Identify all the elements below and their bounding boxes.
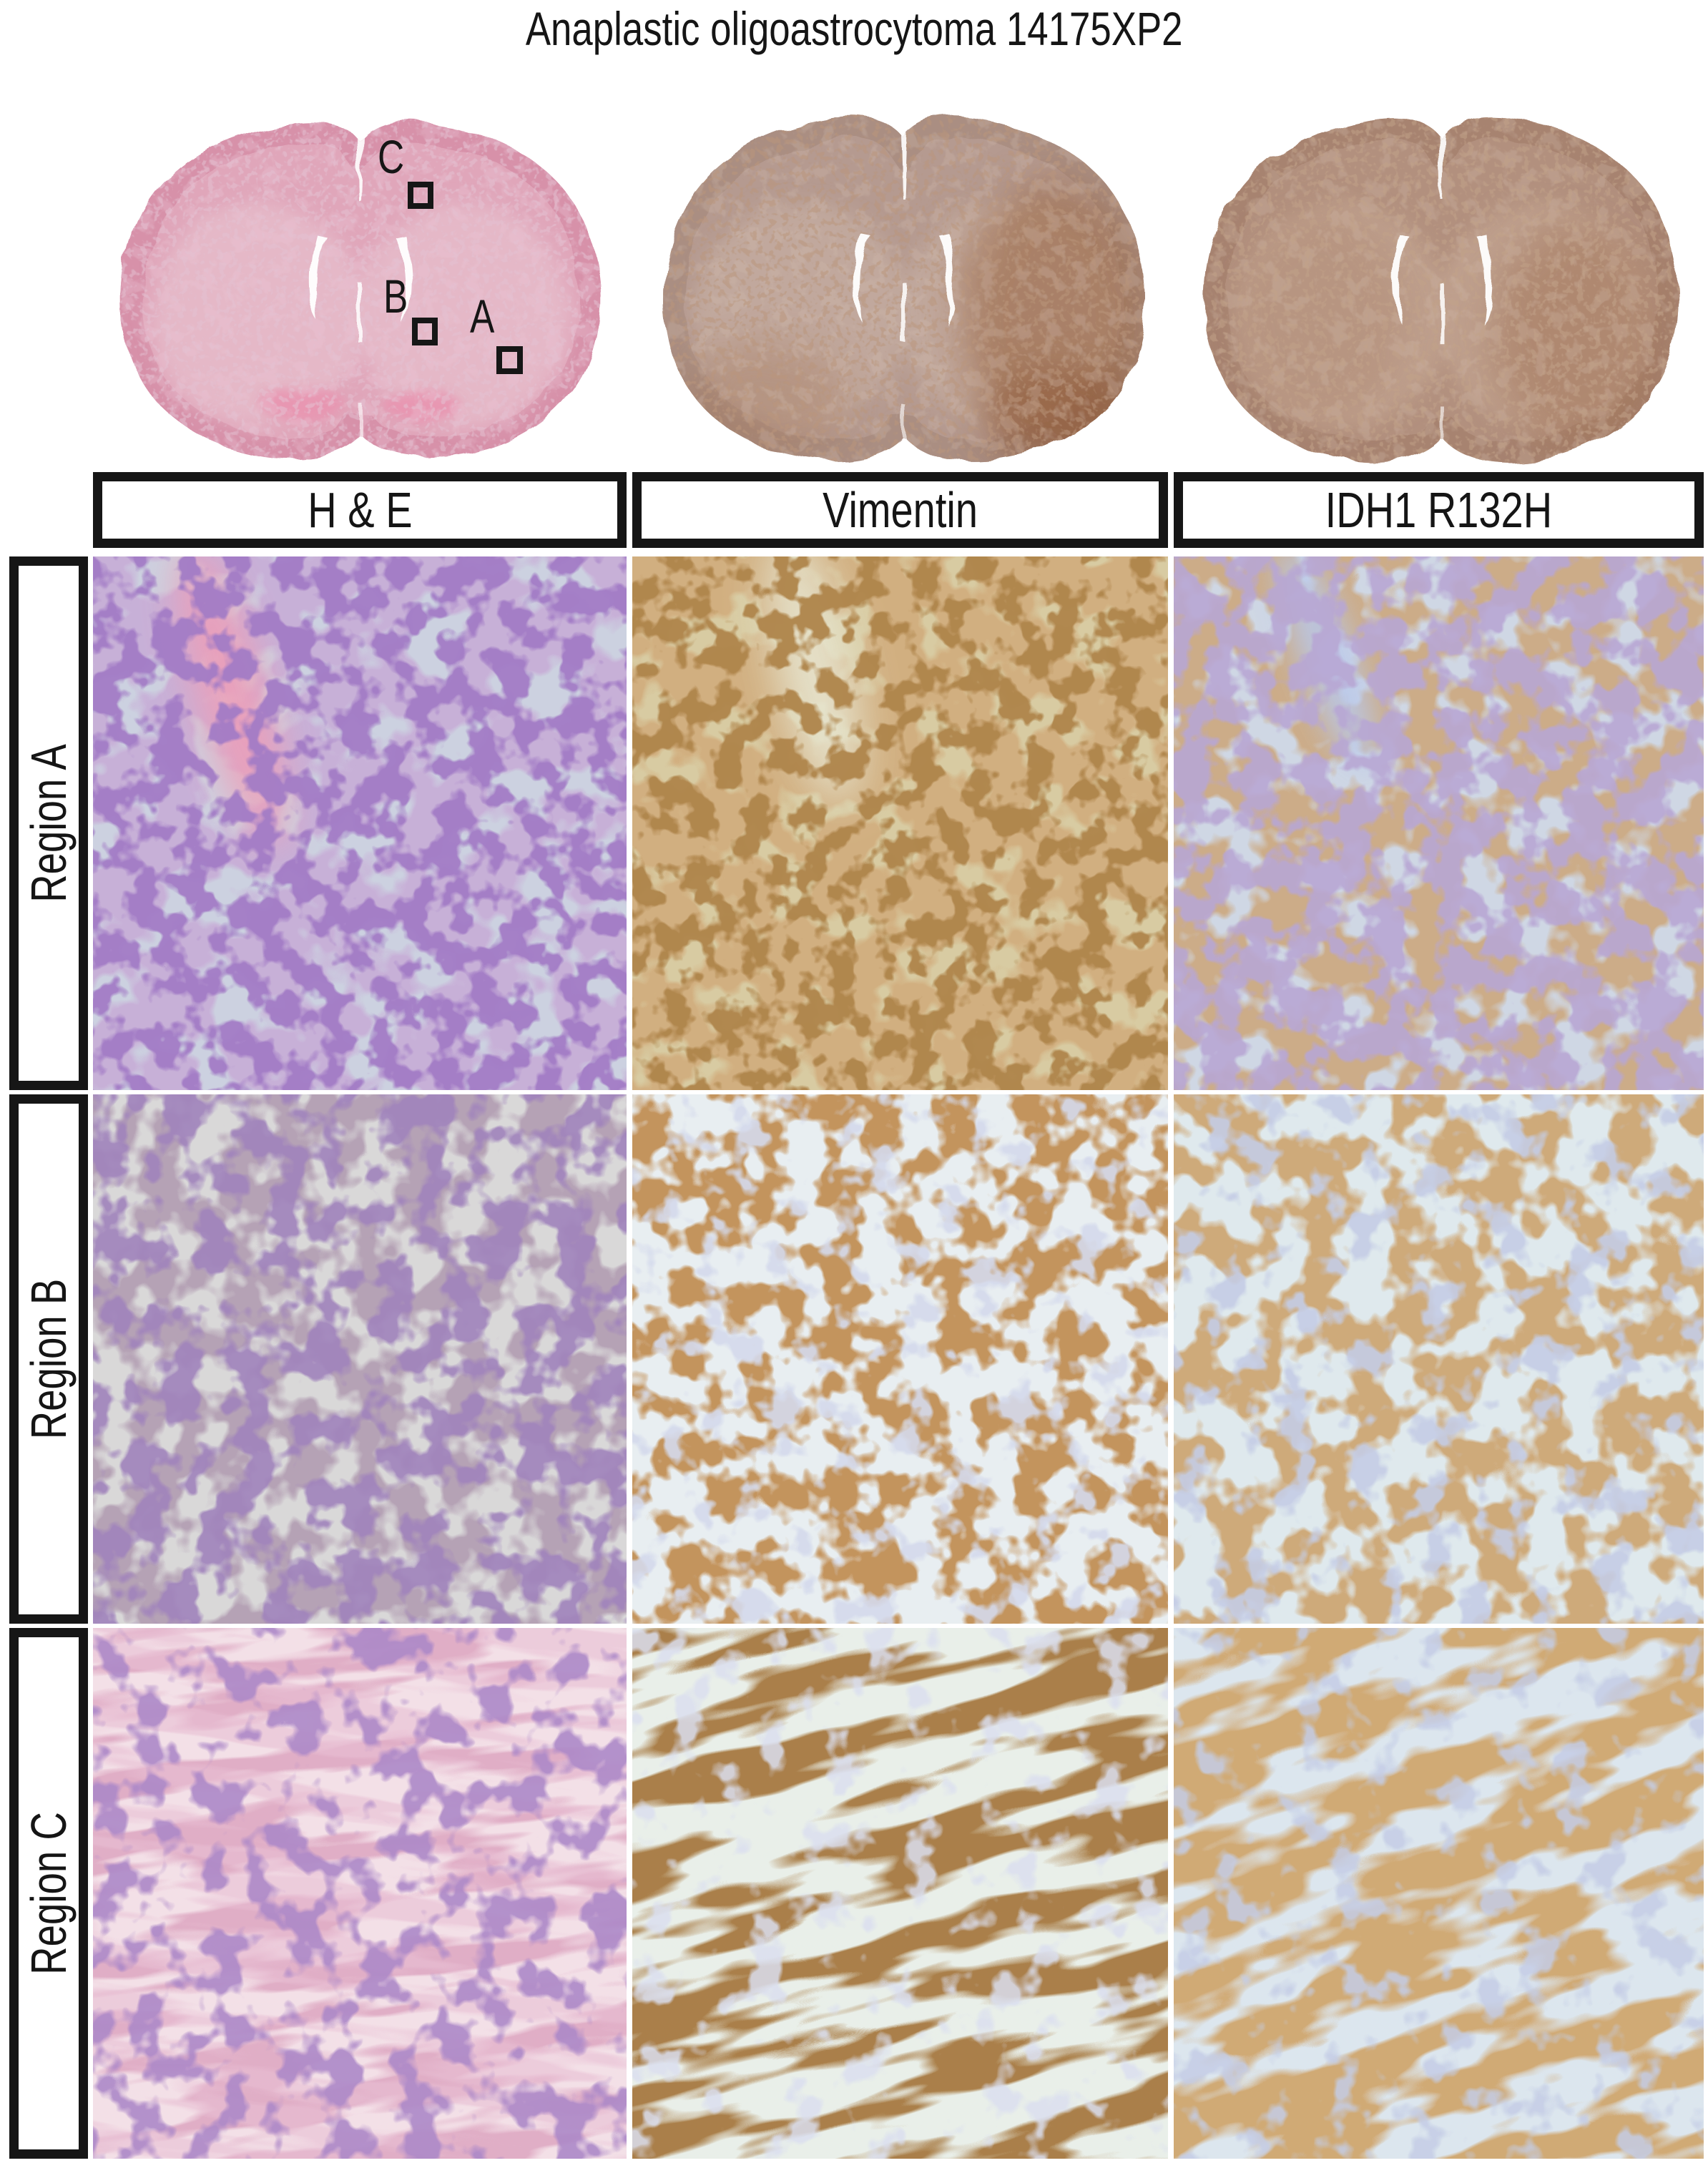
annotation-letter-b: B [383, 269, 408, 323]
annotation-sampling-box-c [408, 182, 434, 209]
row-label-region-c-text: Region C [21, 1812, 77, 1975]
wholebrain-vimentin-image [634, 102, 1174, 471]
figure-title: Anaplastic oligoastrocytoma 14175XP2 [0, 3, 1708, 55]
wholebrain-he-image [92, 106, 629, 468]
micrograph-region-b-he [93, 1094, 627, 1624]
column-header-idh1-label: IDH1 R132H [1325, 482, 1553, 538]
wholebrain-idh1-image [1176, 102, 1708, 472]
overview-annotations: C B A [92, 106, 629, 468]
micrograph-region-a-idh1 [1174, 556, 1704, 1090]
micrograph-region-a-vimentin [632, 556, 1168, 1090]
annotation-letter-c: C [378, 129, 405, 183]
annotation-sampling-box-b [412, 317, 438, 345]
annotation-sampling-box-a [496, 345, 524, 375]
column-header-he: H & E [93, 472, 627, 548]
column-header-he-label: H & E [307, 482, 413, 538]
micrograph-region-c-idh1 [1174, 1628, 1704, 2159]
column-header-vimentin-label: Vimentin [823, 482, 978, 538]
column-header-vimentin: Vimentin [632, 472, 1168, 548]
micrograph-region-a-he [93, 556, 627, 1090]
micrograph-region-b-vimentin [632, 1094, 1168, 1624]
micrograph-region-c-vimentin [632, 1628, 1168, 2159]
row-label-region-c: Region C [9, 1628, 88, 2159]
row-label-region-a: Region A [9, 556, 88, 1090]
row-label-region-a-text: Region A [21, 744, 77, 903]
figure-title-text: Anaplastic oligoastrocytoma 14175XP2 [525, 2, 1183, 55]
row-label-region-b-text: Region B [21, 1278, 77, 1440]
annotation-letter-a: A [469, 289, 494, 343]
micrograph-region-b-idh1 [1174, 1094, 1704, 1624]
row-label-region-b: Region B [9, 1094, 88, 1624]
column-header-idh1: IDH1 R132H [1174, 472, 1704, 548]
micrograph-region-c-he [93, 1628, 627, 2159]
